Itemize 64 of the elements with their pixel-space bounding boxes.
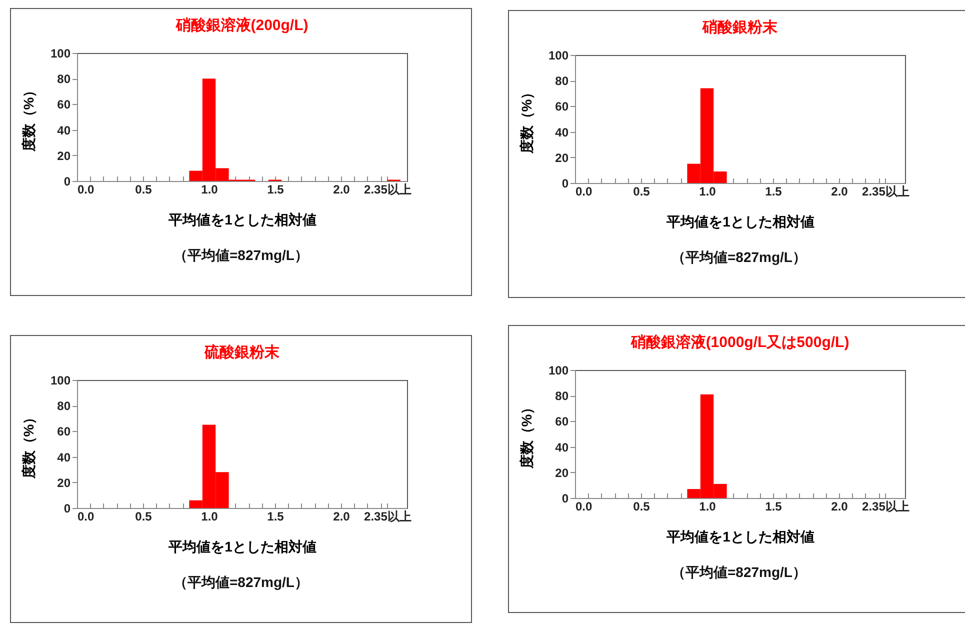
y-tick-label: 80 [555,74,569,88]
y-tick-label: 40 [555,440,569,454]
x-tick-label: 0.0 [576,500,593,514]
y-tick-label: 60 [57,424,71,439]
text: （平均値=827mg/L） [670,249,808,267]
x-tick-label: 2.0 [333,182,350,196]
y-tick-label: 60 [57,98,71,112]
text: （平均値=827mg/L） [670,564,808,582]
y-tick-label: 80 [555,389,569,404]
x-axis-title: 平均値を1とした相対値 [168,212,316,228]
x-tick-label: 2.0 [831,184,848,198]
x-tick-label: 0.0 [78,510,95,524]
y-tick-label: 20 [57,476,71,490]
y-tick-label: 40 [57,123,71,138]
text: （平均値=827mg/L） [172,247,310,265]
x-axis-title: 平均値を1とした相対値 [666,528,814,544]
x-tick-label: 2.0 [333,510,350,524]
y-tick-label: 40 [555,125,569,140]
y-axis-title: 度数（%） [518,400,534,470]
x-tick-label: 1.0 [699,184,716,198]
y-tick-label: 60 [555,414,569,429]
x-tick-label: 1.5 [267,182,284,196]
x-tick-label: 0.0 [78,182,95,196]
x-tick-label: 0.5 [633,500,650,514]
y-tick-label: 100 [50,374,71,388]
x-tick-label: 1.0 [699,500,716,514]
chart-title: 硝酸銀粉末 [702,19,778,36]
x-tick-label: 0.5 [633,184,650,198]
x-tick-label: 2.35以上 [862,184,910,198]
x-tick-label: 0.5 [135,182,152,196]
y-tick-label: 100 [50,46,71,60]
x-tick-label: 0.5 [135,510,152,524]
y-axis-title: 度数（%） [20,410,36,480]
chart-title: 硫酸銀粉末 [204,343,280,361]
y-tick-label: 80 [57,399,71,414]
x-tick-label: 2.0 [831,500,848,514]
chart-title: 硝酸銀溶液(200g/L) [174,16,308,34]
y-tick-label: 60 [555,100,569,114]
x-axis-title: 平均値を1とした相対値 [666,214,814,230]
x-tick-label: 1.0 [201,182,218,196]
y-tick-label: 80 [57,72,71,86]
y-tick-label: 0 [64,174,71,188]
y-tick-label: 100 [548,364,569,378]
y-axis-title: 度数（%） [518,85,534,155]
x-tick-label: 1.5 [765,500,782,514]
chart-title: 硝酸銀溶液(1000g/L又は500g/L) [630,333,850,351]
y-tick-label: 100 [548,48,569,62]
y-tick-label: 20 [555,150,569,165]
x-tick-label: 2.35以上 [364,510,412,524]
x-tick-label: 1.0 [201,510,218,524]
y-tick-label: 0 [64,502,71,516]
x-tick-label: 0.0 [576,184,593,198]
y-tick-label: 0 [562,492,569,506]
y-tick-label: 40 [57,450,71,464]
x-tick-label: 2.35以上 [862,500,910,514]
x-tick-label: 1.5 [267,510,284,524]
y-tick-label: 20 [555,466,569,480]
x-tick-label: 2.35以上 [364,182,412,196]
y-axis-title: 度数（%） [20,83,36,153]
x-axis-title: 平均値を1とした相対値 [168,538,316,554]
x-tick-label: 1.5 [765,184,782,198]
y-tick-label: 20 [57,148,71,163]
text: （平均値=827mg/L） [172,574,310,592]
y-tick-label: 0 [562,176,569,190]
